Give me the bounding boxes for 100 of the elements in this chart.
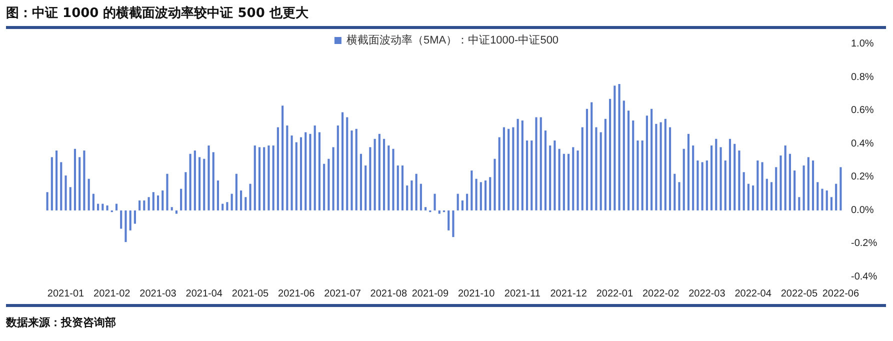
bar [323, 164, 326, 210]
y-tick-label: 0.2% [851, 172, 874, 183]
bar [470, 170, 473, 210]
bar [466, 194, 468, 210]
bar [627, 110, 630, 210]
bar [46, 192, 48, 210]
bar [452, 210, 454, 238]
bar [88, 178, 90, 210]
bar [388, 146, 390, 210]
bar [170, 207, 173, 210]
bar [761, 162, 764, 210]
bar [830, 197, 833, 210]
bar [156, 195, 160, 210]
bar [434, 194, 436, 210]
bar [835, 184, 838, 210]
x-tick-label: 2022-03 [688, 288, 726, 300]
x-tick-label: 2021-05 [232, 288, 270, 300]
bar [360, 154, 362, 210]
bar [272, 146, 274, 210]
bar [406, 185, 408, 210]
bar [83, 150, 86, 210]
bar [290, 136, 293, 210]
bar [64, 175, 67, 210]
bar [74, 148, 76, 210]
bar [166, 174, 168, 210]
x-tick-label: 2021-06 [278, 288, 316, 300]
bar [821, 188, 824, 210]
bar [502, 127, 506, 210]
bar [410, 180, 413, 210]
bar [540, 117, 542, 210]
bar [780, 156, 782, 210]
bar [355, 128, 358, 210]
bar [396, 165, 399, 210]
bar [378, 134, 380, 210]
bar [766, 178, 768, 210]
x-tick-label: 2021-11 [504, 288, 541, 300]
bar [802, 165, 805, 210]
bar [60, 162, 62, 210]
x-tick-label: 2021-04 [186, 288, 223, 300]
bar [840, 167, 842, 210]
x-tick-label: 2022-05 [780, 288, 818, 300]
bar [678, 182, 680, 210]
bar [660, 122, 662, 210]
bar [526, 140, 528, 210]
bar [674, 174, 676, 210]
bar [346, 117, 348, 210]
bar [240, 190, 242, 210]
bar [807, 157, 810, 210]
bar [798, 197, 800, 210]
x-tick-label: 2021-03 [140, 288, 177, 300]
bar [401, 165, 404, 210]
bar [369, 147, 372, 210]
bar [212, 152, 214, 210]
bar [595, 127, 598, 210]
bar [600, 132, 602, 210]
bar [336, 126, 339, 210]
x-tick-label: 2022-06 [822, 288, 860, 300]
bar [295, 142, 298, 210]
bar [562, 154, 565, 210]
bar [314, 126, 316, 210]
bar [328, 158, 330, 210]
bar [756, 160, 759, 210]
bar [752, 185, 754, 210]
bar [374, 138, 376, 210]
bar [728, 138, 732, 210]
bar [50, 157, 53, 210]
x-tick-label: 2021-08 [370, 288, 408, 300]
bar [572, 147, 574, 210]
bar [424, 207, 427, 210]
bar [55, 150, 58, 210]
bar [203, 158, 206, 210]
bar [438, 210, 440, 214]
bar [106, 205, 108, 210]
bar [138, 200, 141, 210]
bar [309, 134, 312, 210]
bar [300, 137, 302, 210]
bar [558, 148, 560, 210]
bar [590, 102, 593, 210]
bar [655, 124, 658, 210]
bar [350, 130, 353, 210]
bar [226, 202, 228, 210]
bar [604, 118, 606, 210]
bar [69, 187, 72, 210]
x-tick-label: 2021-01 [47, 288, 85, 300]
bar [788, 154, 791, 210]
bar [120, 210, 122, 229]
bar [254, 146, 256, 210]
bar [124, 210, 127, 242]
bar [706, 160, 708, 210]
x-tick-label: 2021-02 [94, 288, 131, 300]
bar [549, 146, 552, 210]
bar [332, 147, 334, 210]
bar [734, 144, 736, 210]
bar [664, 118, 666, 210]
bar [544, 130, 547, 210]
bar [775, 167, 778, 210]
y-tick-label: 0.8% [851, 72, 874, 83]
bar [682, 148, 685, 210]
bar [249, 184, 252, 210]
bar [318, 132, 320, 210]
